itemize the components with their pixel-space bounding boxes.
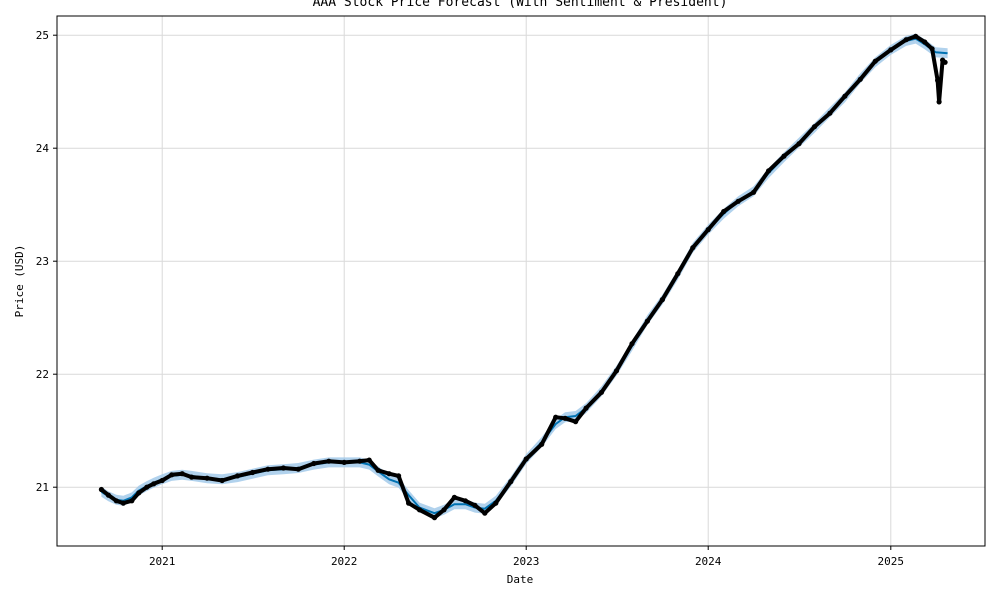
y-tick-label-4: 25 [36, 29, 49, 42]
y-axis-label: Price (USD) [13, 245, 26, 318]
observed-point-15 [249, 469, 256, 476]
observed-point-27 [406, 500, 412, 506]
chart-title: AAA Stock Price Forecast (With Sentiment… [313, 0, 728, 10]
observed-point-68 [936, 99, 942, 105]
observed-point-29 [431, 515, 438, 521]
observed-point-21 [341, 459, 347, 465]
observed-point-19 [311, 460, 317, 467]
observed-point-62 [888, 47, 894, 53]
y-tick-label-1: 22 [36, 368, 49, 381]
observed-point-42 [583, 405, 589, 411]
observed-point-70 [942, 59, 948, 65]
observed-point-2 [113, 498, 119, 504]
observed-point-67 [935, 77, 941, 83]
observed-point-20 [326, 458, 332, 464]
observed-point-66 [929, 46, 935, 52]
observed-point-65 [922, 39, 928, 45]
observed-point-1 [105, 492, 111, 498]
observed-point-40 [562, 415, 568, 421]
observed-point-35 [493, 500, 499, 506]
observed-point-25 [386, 471, 392, 477]
observed-point-44 [613, 368, 620, 374]
observed-point-43 [598, 389, 605, 395]
observed-point-28 [416, 507, 423, 513]
observed-point-10 [179, 471, 185, 477]
plot-frame [56, 15, 986, 547]
x-tick-label-4: 2025 [878, 555, 905, 568]
y-tick-label-0: 21 [36, 481, 49, 494]
observed-point-63 [903, 37, 909, 43]
observed-point-31 [451, 494, 457, 500]
observed-point-9 [169, 472, 175, 478]
observed-point-47 [659, 297, 666, 303]
observed-point-41 [573, 419, 579, 425]
observed-point-26 [396, 473, 402, 479]
observed-point-13 [219, 477, 225, 484]
observed-point-50 [705, 227, 711, 233]
observed-point-54 [766, 168, 772, 174]
observed-point-51 [721, 208, 727, 215]
observed-point-55 [781, 153, 787, 159]
y-axis-ticks: 21 22 23 24 25 [36, 29, 57, 494]
x-tick-label-1: 2022 [331, 555, 358, 568]
observed-point-57 [811, 124, 818, 130]
observed-point-32 [462, 498, 468, 504]
observed-point-64 [913, 33, 919, 39]
observed-point-56 [796, 141, 802, 147]
observed-point-8 [159, 477, 165, 484]
observed-point-37 [523, 456, 529, 462]
observed-series [98, 33, 948, 521]
observed-point-58 [827, 110, 833, 116]
observed-point-33 [472, 502, 478, 508]
gridlines [57, 16, 985, 546]
observed-point-52 [735, 198, 741, 204]
observed-point-36 [508, 479, 514, 485]
observed-point-38 [539, 441, 545, 447]
x-axis-ticks: 2021 2022 2023 2024 2025 [149, 546, 904, 568]
observed-point-16 [265, 466, 271, 472]
x-tick-label-2: 2023 [513, 555, 540, 568]
observed-point-61 [872, 58, 878, 64]
observed-point-39 [553, 414, 559, 420]
observed-point-3 [120, 500, 126, 506]
observed-point-30 [441, 507, 447, 513]
x-tick-label-3: 2024 [695, 555, 722, 568]
observed-point-53 [751, 189, 757, 195]
plot-area [57, 16, 985, 546]
observed-point-5 [136, 490, 142, 496]
y-tick-label-2: 23 [36, 255, 49, 268]
y-tick-label-3: 24 [36, 142, 50, 155]
observed-point-22 [357, 458, 363, 464]
observed-point-46 [644, 318, 651, 324]
observed-point-45 [629, 341, 635, 347]
observed-point-48 [675, 271, 681, 277]
observed-point-7 [151, 481, 157, 487]
observed-point-23 [366, 457, 372, 463]
observed-point-17 [280, 465, 286, 471]
observed-point-6 [144, 484, 150, 490]
observed-point-59 [842, 93, 848, 99]
observed-point-18 [295, 466, 301, 472]
observed-point-34 [482, 510, 488, 516]
x-tick-label-0: 2021 [149, 555, 176, 568]
observed-point-24 [375, 467, 381, 473]
observed-point-14 [234, 473, 241, 479]
observed-point-11 [189, 474, 195, 480]
x-axis-label: Date [507, 573, 534, 586]
observed-point-4 [129, 498, 135, 504]
observed-point-49 [690, 245, 696, 251]
observed-point-12 [204, 475, 210, 481]
observed-point-0 [98, 486, 104, 493]
observed-point-60 [857, 76, 863, 82]
